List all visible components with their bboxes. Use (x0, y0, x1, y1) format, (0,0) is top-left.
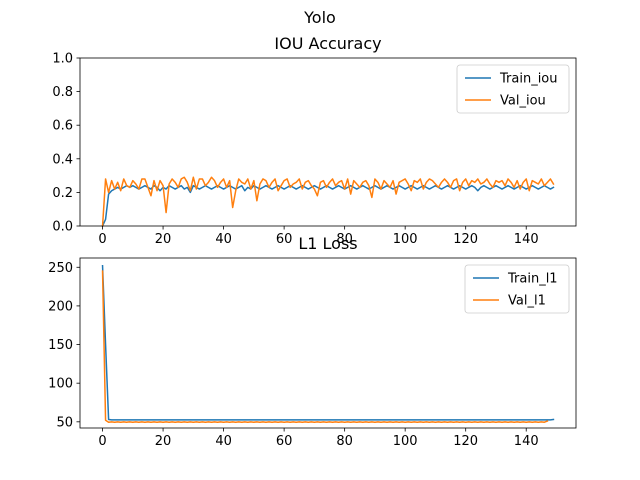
series-line-train-l1 (101, 264, 555, 421)
legend: Train_l1 Val_l1 (464, 264, 570, 314)
legend: Train_iou Val_iou (456, 64, 570, 114)
legend-label: Val_l1 (508, 294, 546, 309)
x-tick-label: 100 (393, 232, 418, 247)
x-tick-label: 0 (98, 232, 106, 247)
iou-accuracy-chart: 0 20 40 60 80 100 120 140 0.0 0.2 0.4 0.6 0.8 1.0 IOU … (52, 34, 577, 247)
y-tick-label: 0.8 (52, 85, 73, 100)
y-tick-label: 250 (48, 261, 73, 276)
y-tick-label: 0.4 (52, 152, 73, 167)
legend-label: Val_iou (500, 94, 546, 109)
figure-suptitle: Yolo (303, 8, 336, 27)
y-tick-label: 0.6 (52, 119, 73, 134)
x-tick-label: 120 (453, 232, 478, 247)
x-tick-label: 60 (276, 434, 293, 449)
y-tick-label: 1.0 (52, 52, 73, 67)
x-tick-label: 0 (98, 434, 106, 449)
legend-box (456, 64, 570, 114)
y-tick-label: 200 (48, 299, 73, 314)
x-tick-label: 80 (336, 434, 353, 449)
x-tick-label: 80 (336, 232, 353, 247)
series-line-val-l1 (101, 270, 549, 423)
x-tick-label: 60 (276, 232, 293, 247)
x-tick-label: 20 (155, 232, 172, 247)
x-tick-label: 140 (514, 232, 539, 247)
chart-title: L1 Loss (298, 234, 357, 253)
y-tick-label: 0.0 (52, 220, 73, 235)
x-tick-label: 120 (453, 434, 478, 449)
series-line-val-iou (101, 176, 555, 227)
x-tick-label: 100 (393, 434, 418, 449)
y-tick-label: 150 (48, 338, 73, 353)
legend-box (464, 264, 570, 314)
plot-frame (79, 257, 577, 429)
legend-label: Train_l1 (507, 272, 558, 287)
legend-label: Train_iou (499, 72, 558, 87)
x-tick-label: 40 (215, 232, 232, 247)
x-tick-label: 40 (215, 434, 232, 449)
x-tick-label: 20 (155, 434, 172, 449)
y-tick-label: 0.2 (52, 186, 73, 201)
y-tick-label: 100 (48, 377, 73, 392)
plot-frame (79, 57, 577, 227)
x-tick-label: 140 (514, 434, 539, 449)
y-tick-label: 50 (56, 415, 73, 430)
chart-title: IOU Accuracy (274, 34, 381, 53)
